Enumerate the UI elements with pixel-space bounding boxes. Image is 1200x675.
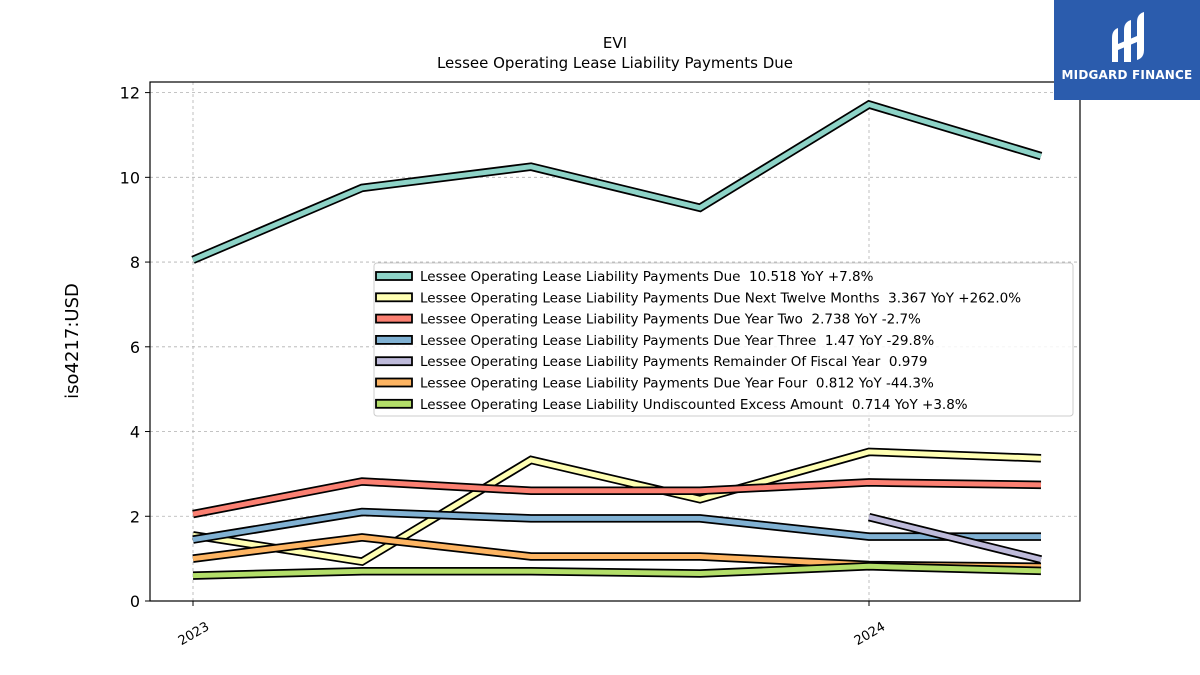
chart-subtitle: Lessee Operating Lease Liability Payment… [437, 54, 793, 72]
series-line [192, 509, 1041, 543]
legend-box [373, 262, 1074, 417]
y-tick-label: 0 [130, 592, 140, 611]
legend-swatch [375, 334, 413, 345]
legend-label: Lessee Operating Lease Liability Payment… [420, 376, 934, 392]
legend-swatch [375, 292, 413, 303]
brand-logo: MIDGARD FINANCE [1054, 0, 1200, 100]
x-tick-label: 2023 [176, 619, 212, 649]
series-line [868, 514, 1042, 562]
legend-label: Lessee Operating Lease Liability Payment… [420, 269, 874, 285]
x-tick-label: 2024 [852, 619, 888, 649]
y-tick-label: 8 [130, 253, 140, 272]
series-lines [191, 99, 1043, 580]
y-tick-label: 12 [120, 84, 140, 103]
legend-swatch [375, 356, 413, 367]
brand-name: MIDGARD FINANCE [1061, 68, 1193, 82]
plot-frame [149, 81, 1081, 602]
y-tick-label: 2 [130, 507, 140, 526]
y-axis-label: iso4217:USD [62, 283, 83, 399]
legend: Lessee Operating Lease Liability Payment… [373, 262, 1074, 417]
series-line [192, 101, 1042, 263]
legend-label: Lessee Operating Lease Liability Payment… [420, 312, 921, 328]
legend-swatch [375, 313, 413, 324]
series-line [192, 478, 1042, 517]
chart-title: EVI [603, 34, 627, 52]
legend-swatch [375, 398, 413, 409]
y-tick-label: 6 [130, 338, 140, 357]
y-tick-label: 10 [120, 168, 140, 187]
legend-swatch [375, 377, 413, 388]
series-line [192, 563, 1042, 579]
legend-label: Lessee Operating Lease Liability Payment… [420, 354, 928, 370]
series-line-outline [192, 477, 1042, 519]
series-line-outline [191, 99, 1043, 264]
y-tick-label: 4 [130, 423, 140, 442]
midgard-logo-icon [1112, 12, 1144, 62]
legend-label: Lessee Operating Lease Liability Payment… [420, 290, 1021, 306]
legend-swatch [375, 271, 413, 281]
legend-label: Lessee Operating Lease Liability Payment… [420, 333, 934, 349]
legend-label: Lessee Operating Lease Liability Undisco… [420, 397, 968, 413]
series-line [192, 449, 1042, 565]
